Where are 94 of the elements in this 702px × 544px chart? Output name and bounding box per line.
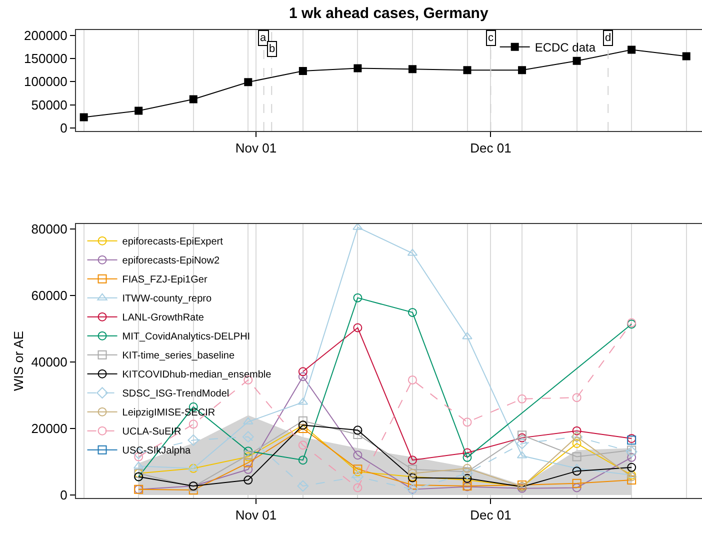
point bbox=[572, 393, 582, 402]
point bbox=[627, 476, 636, 485]
point bbox=[189, 95, 198, 104]
ref-line-label: b bbox=[269, 43, 276, 55]
point bbox=[462, 448, 472, 458]
point bbox=[408, 464, 417, 474]
point bbox=[353, 464, 362, 474]
point bbox=[572, 426, 582, 436]
point bbox=[188, 420, 198, 429]
ref-line-label: d bbox=[605, 32, 612, 44]
point bbox=[516, 438, 528, 450]
point bbox=[462, 467, 472, 476]
point bbox=[188, 434, 200, 446]
point bbox=[244, 464, 253, 474]
point bbox=[408, 65, 416, 74]
point bbox=[134, 106, 143, 115]
point bbox=[298, 67, 307, 76]
legend-label: ITWW-county_repro bbox=[122, 294, 212, 305]
point bbox=[628, 46, 636, 54]
y-tick-label: 60000 bbox=[31, 288, 68, 304]
x-tick-label: Nov 01 bbox=[235, 508, 277, 523]
point bbox=[572, 452, 582, 462]
point bbox=[298, 424, 308, 433]
point bbox=[518, 394, 527, 404]
point bbox=[298, 367, 308, 376]
point bbox=[518, 433, 527, 442]
point bbox=[572, 464, 582, 471]
y-tick-label: 0 bbox=[60, 120, 68, 136]
x-tick-label: Dec 01 bbox=[470, 508, 512, 523]
legend-label: SDSC_ISG-TrendModel bbox=[122, 388, 230, 400]
point bbox=[353, 430, 362, 439]
y-axis-title: WIS or AE bbox=[11, 330, 26, 391]
y-tick-label: 50000 bbox=[31, 97, 68, 112]
point bbox=[462, 418, 472, 427]
legend-label: LANL-GrowthRate bbox=[122, 312, 204, 324]
y-tick-label: 200000 bbox=[24, 28, 68, 43]
point bbox=[298, 456, 308, 465]
y-tick-label: 20000 bbox=[31, 421, 68, 436]
point bbox=[682, 52, 690, 60]
point bbox=[572, 478, 582, 488]
ref-line-label: c bbox=[488, 32, 494, 44]
point bbox=[408, 480, 417, 490]
point bbox=[462, 468, 473, 480]
legend-label: KIT-time_series_baseline bbox=[122, 350, 235, 362]
legend-label: FIAS_FZJ-Epi1Ger bbox=[122, 274, 208, 286]
legend-label: MIT_CovidAnalytics-DELPHI bbox=[122, 332, 250, 343]
legend-label: KITCOVIDhub-median_ensemble bbox=[122, 370, 272, 381]
point bbox=[353, 450, 362, 460]
point bbox=[462, 452, 472, 462]
legend-label: epiforecasts-EpiExpert bbox=[122, 236, 224, 248]
point bbox=[353, 426, 362, 435]
point bbox=[518, 430, 527, 440]
point bbox=[298, 416, 308, 426]
point bbox=[242, 431, 254, 443]
x-tick-label: Nov 01 bbox=[235, 140, 277, 156]
point bbox=[352, 471, 364, 482]
ref-line-label: a bbox=[260, 32, 267, 44]
point bbox=[626, 446, 638, 458]
point bbox=[354, 64, 362, 72]
point bbox=[80, 113, 88, 122]
legend-label: ECDC data bbox=[534, 40, 596, 55]
y-tick-label: 80000 bbox=[31, 222, 68, 237]
point bbox=[572, 466, 582, 476]
y-tick-label: 40000 bbox=[31, 354, 68, 370]
legend-label: epiforecasts-EpiNow2 bbox=[122, 256, 220, 267]
point bbox=[298, 372, 308, 382]
point bbox=[463, 66, 472, 74]
point bbox=[572, 56, 581, 65]
point bbox=[408, 456, 417, 465]
point bbox=[408, 468, 417, 478]
chart-title: 1 wk ahead cases, Germany bbox=[289, 5, 489, 22]
point bbox=[244, 78, 252, 86]
point bbox=[462, 464, 472, 473]
y-tick-label: 0 bbox=[60, 488, 68, 503]
point bbox=[462, 332, 472, 340]
point bbox=[627, 462, 636, 472]
y-tick-label: 100000 bbox=[24, 74, 68, 90]
point bbox=[627, 446, 636, 455]
point bbox=[518, 66, 526, 74]
point bbox=[243, 417, 254, 424]
point bbox=[627, 452, 636, 462]
point bbox=[298, 440, 308, 450]
point bbox=[297, 480, 309, 492]
point bbox=[408, 375, 417, 384]
point bbox=[408, 308, 417, 317]
point bbox=[353, 323, 362, 332]
point bbox=[572, 438, 582, 448]
point bbox=[244, 446, 253, 456]
y-tick-label: 150000 bbox=[24, 51, 68, 66]
x-tick-label: Dec 01 bbox=[470, 140, 512, 156]
point bbox=[244, 476, 253, 485]
point bbox=[353, 483, 362, 492]
point bbox=[572, 483, 582, 492]
point bbox=[353, 293, 362, 302]
